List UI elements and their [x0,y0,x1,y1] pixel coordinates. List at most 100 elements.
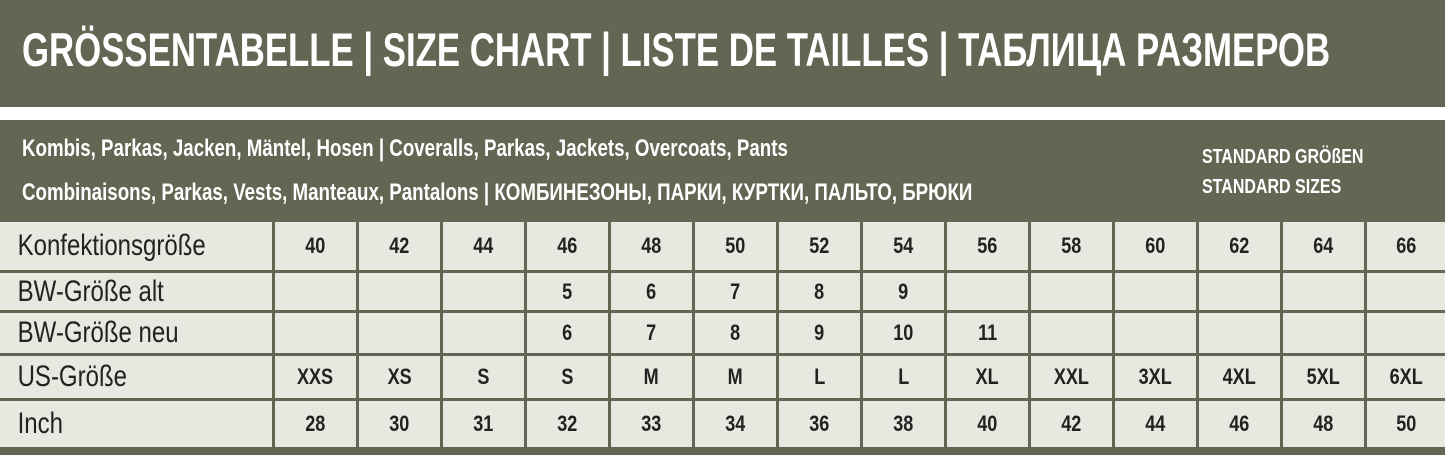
cell-value: M [643,364,660,389]
cell-value: L [813,364,826,389]
cell-value: 64 [1313,233,1334,258]
cell-value: 36 [809,411,830,436]
table-cell: 36 [779,401,860,447]
table-cell: 6XL [1367,356,1445,398]
cell-value: 42 [1061,411,1082,436]
cell-value: 66 [1395,233,1417,258]
garment-types-line-2: Combinaisons, Parkas, Vests, Manteaux, P… [22,179,973,206]
table-cell [443,273,524,310]
cell-value: 7 [646,320,657,345]
table-cell: 58 [1031,222,1112,270]
table-cell: XL [947,356,1028,398]
cell-value: XL [975,364,1000,389]
cell-value: S [561,364,574,389]
row-label: Konfektionsgröße [0,222,272,270]
table-row: BW-Größe alt 5 6 7 8 9 [0,273,1445,310]
table-cell: 48 [1283,401,1364,447]
cell-value: 30 [389,411,410,436]
table-cell: XS [359,356,440,398]
cell-value: 34 [725,411,746,436]
table-cell: 40 [275,222,356,270]
cell-value: 31 [473,411,494,436]
cell-value: M [727,364,744,389]
table-cell: L [779,356,860,398]
cell-value: 44 [473,233,494,258]
table-cell: 46 [527,222,608,270]
cell-value: 5 [562,278,573,304]
table-cell: 40 [947,401,1028,447]
row-label-text: Konfektionsgröße [17,229,206,262]
table-cell [1367,273,1445,310]
table-cell: 54 [863,222,944,270]
table-cell: 9 [779,313,860,353]
cell-value: 54 [893,233,914,258]
table-cell: M [611,356,692,398]
table-row: Inch 28 30 31 32 33 34 36 38 40 42 44 46 48 50 [0,401,1445,447]
table-cell: 8 [779,273,860,310]
table-cell: 34 [695,401,776,447]
table-cell: 9 [863,273,944,310]
row-label: Inch [0,401,272,447]
cell-value: 32 [557,411,578,436]
cell-value: 50 [725,233,746,258]
row-label: US-Größe [0,356,272,398]
table-cell: 64 [1283,222,1364,270]
cell-value: XS [387,364,412,389]
table-cell [275,273,356,310]
table-cell: 38 [863,401,944,447]
cell-value: 6 [646,278,657,304]
cell-value: 46 [1229,411,1250,436]
cell-value: 56 [977,233,998,258]
table-cell: 66 [1367,222,1445,270]
table-cell: 60 [1115,222,1196,270]
table-cell [1283,313,1364,353]
table-row: US-Größe XXS XS S S M M L L XL XXL 3XL 4XL 5XL 6XL [0,356,1445,398]
table-cell: 6 [611,273,692,310]
table-cell: 30 [359,401,440,447]
table-cell: 8 [695,313,776,353]
table-cell: XXS [275,356,356,398]
table-cell: 44 [1115,401,1196,447]
table-cell [275,313,356,353]
table-cell: 56 [947,222,1028,270]
cell-value: 7 [730,278,741,304]
table-cell: XXL [1031,356,1112,398]
table-cell [1283,273,1364,310]
standard-sizes-label-de: STANDARD GRÖßEN [1202,146,1364,168]
table-row: Konfektionsgröße 40 42 44 46 48 50 52 54 56 58 60 62… [0,222,1445,270]
cell-value: 40 [305,233,326,258]
divider-stripe [0,107,1445,120]
table-cell: 6 [527,313,608,353]
cell-value: 10 [893,320,914,345]
table-cell [1031,273,1112,310]
table-cell: 50 [695,222,776,270]
table-cell [1115,313,1196,353]
cell-value: 50 [1395,411,1417,436]
cell-value: 60 [1145,233,1166,258]
table-cell: M [695,356,776,398]
row-label: BW-Größe neu [0,313,272,353]
page-title: GRÖSSENTABELLE | SIZE CHART | LISTE DE T… [22,23,1331,76]
row-label-text: Inch [17,407,63,440]
cell-value: 38 [893,411,914,436]
table-cell [1031,313,1112,353]
cell-value: 9 [898,278,909,304]
cell-value: 58 [1061,233,1082,258]
cell-value: XXS [297,364,334,389]
cell-value: 62 [1229,233,1250,258]
row-label-text: BW-Größe neu [17,316,179,349]
table-cell: L [863,356,944,398]
table-cell: 31 [443,401,524,447]
standard-sizes-label-en: STANDARD SIZES [1202,176,1342,198]
table-cell: S [443,356,524,398]
table-cell: S [527,356,608,398]
table-cell: 48 [611,222,692,270]
cell-value: 48 [1313,411,1334,436]
table-cell: 5XL [1283,356,1364,398]
table-cell [1199,273,1280,310]
size-table: Konfektionsgröße 40 42 44 46 48 50 52 54 56 58 60 62… [0,222,1445,447]
cell-value: 4XL [1222,364,1257,389]
cell-value: S [477,364,490,389]
header-band: GRÖSSENTABELLE | SIZE CHART | LISTE DE T… [0,0,1445,107]
row-label-text: US-Größe [17,360,127,393]
